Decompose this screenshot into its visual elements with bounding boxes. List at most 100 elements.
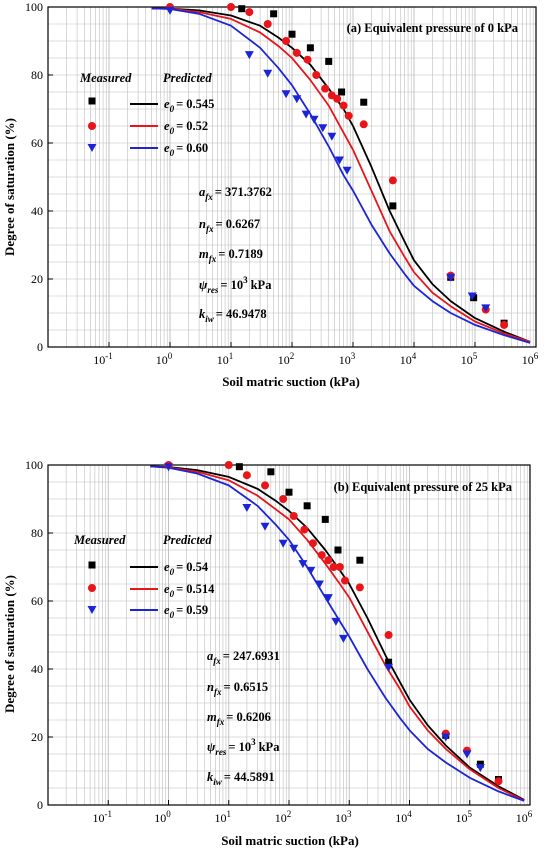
x-tick-label: 106 (522, 351, 539, 367)
data-point-circle (359, 120, 368, 129)
legend-b: Measured Predicted e0 = 0.54 e0 = 0.514 e0… (73, 533, 215, 620)
param-b-afx: afx = 247.6931 (207, 649, 280, 666)
data-point-square (338, 88, 346, 96)
data-point-circle (282, 37, 291, 45)
data-point-triangle (327, 132, 337, 141)
x-tick-label: 105 (456, 809, 473, 825)
data-point-circle (292, 48, 301, 57)
data-point-circle (339, 101, 348, 110)
x-tick-label: 10-1 (93, 351, 113, 367)
legend-b-marker-blue (87, 606, 97, 614)
data-point-circle (500, 320, 509, 329)
data-point-circle (308, 539, 317, 548)
data-point-circle (303, 55, 312, 64)
data-point-square (356, 556, 364, 564)
predicted-curve-red (151, 7, 531, 343)
data-point-circle (333, 94, 342, 103)
data-point-triangle (446, 273, 456, 282)
y-tick-label: 60 (31, 594, 43, 608)
data-point-triangle (323, 594, 333, 603)
y-tick-label: 0 (37, 340, 43, 354)
data-point-triangle (301, 110, 311, 119)
panel-b-title: (b) Equivalent pressure of 25 kPa (334, 480, 513, 494)
legend-a-entry-2: e0 = 0.60 (164, 141, 208, 158)
data-point-square (288, 30, 296, 38)
param-b-mfx: mfx = 0.6206 (207, 710, 271, 727)
y-tick-label: 60 (31, 136, 43, 150)
data-point-circle (242, 471, 251, 480)
y-tick-label: 80 (31, 68, 43, 82)
predicted-curve-blue (151, 7, 531, 344)
y-tick-labels-b: 0 20 40 60 80 100 (25, 458, 53, 812)
x-axis-title-b: Soil matric suction (kPa) (221, 833, 359, 848)
x-tick-label: 102 (278, 351, 295, 367)
legend-a-marker-red (88, 122, 96, 130)
data-point-square (389, 202, 397, 210)
data-point-circle (263, 20, 272, 28)
x-tick-label: 106 (516, 809, 533, 825)
x-tick-label: 10-1 (93, 809, 113, 825)
data-point-circle (324, 556, 333, 565)
x-tick-label: 101 (215, 809, 232, 825)
x-tick-labels-a: 10-1 100 101 102 103 104 105 106 (93, 342, 539, 367)
y-tick-labels-a: 0 20 40 60 80 100 (25, 0, 53, 354)
param-a-afx: afx = 371.3762 (199, 185, 272, 202)
x-tick-label: 100 (156, 351, 173, 367)
data-point-triangle (260, 522, 270, 531)
data-point-circle (335, 563, 344, 571)
panel-a-title: (a) Equivalent pressure of 0 kPa (347, 21, 519, 35)
x-tick-label: 104 (395, 809, 412, 825)
data-point-triangle (263, 69, 273, 78)
data-point-square (334, 546, 342, 554)
data-point-triangle (278, 539, 288, 548)
data-point-circle (312, 71, 321, 79)
y-axis-title-b: Degree of saturation (%) (2, 575, 17, 713)
data-point-triangle (338, 634, 348, 643)
y-tick-label: 20 (31, 272, 43, 286)
legend-a-entry-1: e0 = 0.52 (164, 119, 208, 136)
data-point-triangle (165, 6, 175, 15)
param-a-nfx: nfx = 0.6267 (199, 217, 260, 234)
data-point-triangle (309, 115, 319, 124)
data-point-triangle (331, 617, 341, 626)
y-tick-label: 100 (25, 458, 43, 472)
data-point-triangle (244, 51, 254, 60)
x-tick-label: 104 (400, 351, 417, 367)
param-b-kiw: kiw = 44.5891 (207, 770, 275, 787)
parameters-b: afx = 247.6931 nfx = 0.6515 mfx = 0.6206 ψr… (207, 649, 280, 787)
parameters-a: afx = 371.3762 nfx = 0.6267 mfx = 0.7189 ψr… (199, 185, 272, 324)
data-point-square (325, 57, 333, 65)
data-point-square (303, 502, 311, 510)
y-tick-label: 40 (31, 204, 43, 218)
legend-a-marker-black (88, 97, 96, 105)
predicted-curve-blue (150, 465, 525, 802)
param-b-nfx: nfx = 0.6515 (207, 680, 268, 697)
data-point-circle (224, 461, 233, 469)
data-point-circle (227, 3, 235, 11)
data-point-triangle (318, 124, 328, 133)
x-tick-labels-b: 10-1 100 101 102 103 104 105 106 (93, 800, 533, 825)
data-point-triangle (306, 566, 316, 575)
legend-a-marker-blue (87, 144, 97, 152)
data-point-triangle (289, 544, 299, 553)
data-point-triangle (242, 504, 252, 512)
measured-points-a (165, 3, 509, 329)
data-point-triangle (281, 90, 291, 99)
legend-b-predicted-header: Predicted (163, 533, 212, 547)
param-b-psires: ψres = 103 kPa (207, 737, 280, 757)
data-point-triangle (475, 764, 485, 773)
panel-a: 0 20 40 60 80 100 10-1 100 101 102 103 104 105 106 (… (2, 0, 539, 389)
data-point-triangle (441, 733, 451, 742)
legend-a: Measured Predicted e0 = 0.545 e0 = 0.52 e0… (79, 71, 214, 158)
x-tick-label: 103 (339, 351, 356, 367)
legend-b-entry-0: e0 = 0.54 (164, 560, 209, 577)
data-point-circle (289, 512, 298, 520)
x-tick-label: 105 (461, 351, 478, 367)
data-point-triangle (467, 292, 477, 301)
legend-b-marker-red (88, 584, 96, 592)
predicted-curve-red (150, 465, 525, 802)
data-point-square (306, 44, 314, 52)
legend-a-measured-header: Measured (79, 71, 132, 85)
data-point-circle (494, 777, 503, 786)
data-point-square (321, 515, 329, 523)
